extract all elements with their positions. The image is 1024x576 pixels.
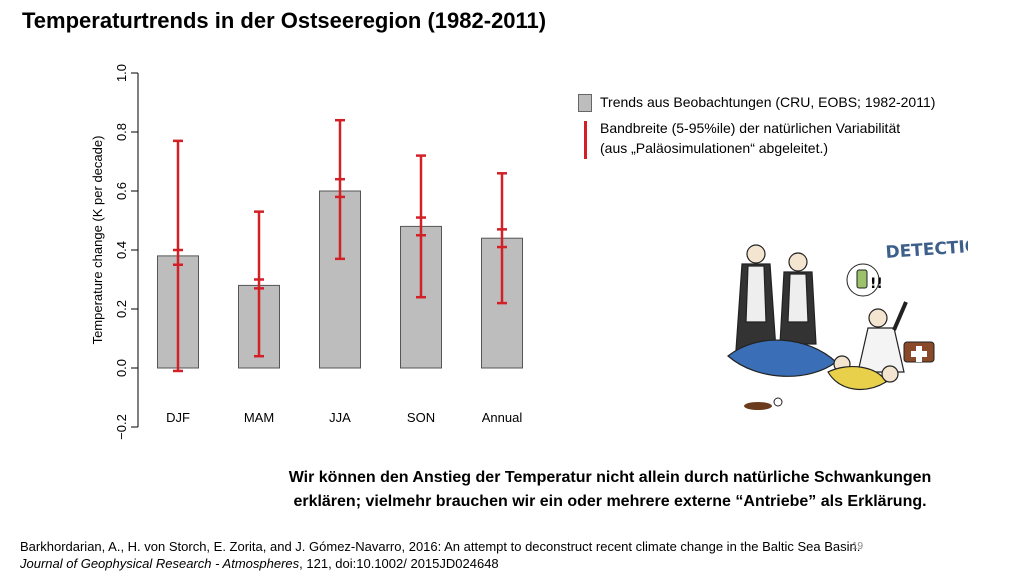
legend-red-line-swatch <box>584 121 587 159</box>
y-tick-label: 0.4 <box>114 241 129 259</box>
x-category-label: JJA <box>329 410 351 425</box>
legend-variability-line2: (aus „Paläosimulationen“ abgeleitet.) <box>600 140 829 156</box>
x-category-label: MAM <box>244 410 274 425</box>
spilled-cup-icon <box>744 397 783 410</box>
y-tick-label: 0.8 <box>114 123 129 141</box>
key-message: Wir können den Anstieg der Temperatur ni… <box>230 466 990 514</box>
legend: Trends aus Beobachtungen (CRU, EOBS; 198… <box>578 92 935 164</box>
doctor-figure <box>857 301 908 373</box>
slide-title: Temperaturtrends in der Ostseeregion (19… <box>22 8 547 33</box>
cartoon-caption: DETECTION <box>885 236 968 263</box>
bottle-icon: !! <box>846 263 883 297</box>
svg-text:!!: !! <box>870 276 883 292</box>
standing-figures <box>735 244 817 351</box>
citation-details: , 121, doi:10.1002/ 2015JD024648 <box>299 556 499 571</box>
y-axis-label: Temperature change (K per decade) <box>90 136 105 345</box>
y-tick-label: 0.2 <box>114 300 129 318</box>
y-tick-label: −0.2 <box>114 414 129 440</box>
x-category-label: Annual <box>482 410 523 425</box>
citation-line2: Journal of Geophysical Research - Atmosp… <box>20 555 860 572</box>
citation: Barkhordarian, A., H. von Storch, E. Zor… <box>20 538 860 572</box>
temperature-trend-chart: −0.2 0.0 0.2 0.4 0.6 0.8 1.0 Temperature change… <box>90 64 523 440</box>
legend-observations-label: Trends aus Beobachtungen (CRU, EOBS; 198… <box>600 94 936 110</box>
lying-figures <box>727 339 899 390</box>
legend-item-variability: Bandbreite (5-95%ile) der natürlichen Va… <box>578 118 935 159</box>
x-category-label: SON <box>407 410 435 425</box>
legend-gray-bar-swatch <box>578 94 592 112</box>
page-number: 19 <box>852 541 864 552</box>
medical-bag-icon <box>903 341 935 363</box>
citation-journal: Journal of Geophysical Research - Atmosp… <box>20 556 300 571</box>
key-message-line1: Wir können den Anstieg der Temperatur ni… <box>288 469 932 486</box>
detection-cartoon-illustration: DETECTION !! <box>727 236 968 410</box>
y-tick-label: 0.0 <box>114 359 129 377</box>
citation-line1: Barkhordarian, A., H. von Storch, E. Zor… <box>20 539 861 554</box>
legend-item-observations: Trends aus Beobachtungen (CRU, EOBS; 198… <box>578 92 935 112</box>
y-tick-label: 1.0 <box>114 64 129 82</box>
x-category-label: DJF <box>166 410 190 425</box>
y-tick-label: 0.6 <box>114 182 129 200</box>
key-message-line2: erklären; vielmehr brauchen wir ein oder… <box>293 493 927 510</box>
legend-variability-line1: Bandbreite (5-95%ile) der natürlichen Va… <box>600 120 901 136</box>
